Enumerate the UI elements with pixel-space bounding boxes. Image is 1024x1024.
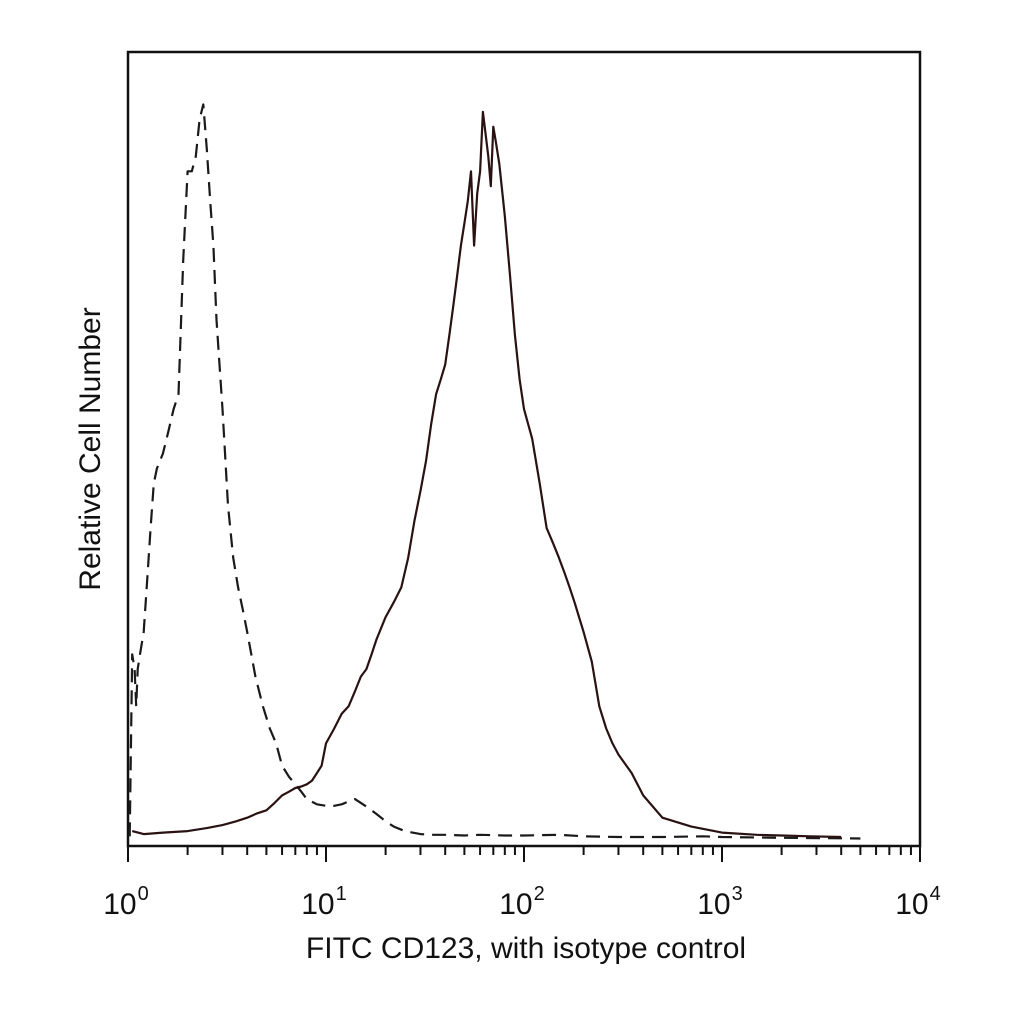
series-layer — [128, 103, 861, 840]
x-tick-label: 100 — [103, 883, 149, 921]
y-axis-label: Relative Cell Number — [74, 307, 107, 590]
x-tick-base: 10 — [895, 888, 928, 921]
x-tick-exponent: 1 — [336, 883, 347, 905]
x-tick-exponent: 3 — [732, 883, 743, 905]
x-tick-exponent: 0 — [138, 883, 149, 905]
x-tick-base: 10 — [499, 888, 532, 921]
isotype-control-histogram — [128, 103, 861, 840]
x-tick-label: 102 — [499, 883, 545, 921]
x-axis-ticks — [127, 846, 921, 862]
x-tick-base: 10 — [103, 888, 136, 921]
x-tick-label: 104 — [895, 883, 941, 921]
x-tick-label: 101 — [301, 883, 347, 921]
x-axis-tick-labels: 100 101 102 103 104 — [103, 883, 941, 921]
x-axis-label: FITC CD123, with isotype control — [306, 932, 746, 965]
x-tick-base: 10 — [301, 888, 334, 921]
x-tick-exponent: 2 — [534, 883, 545, 905]
x-tick-label: 103 — [697, 883, 743, 921]
x-tick-exponent: 4 — [930, 883, 941, 905]
x-tick-base: 10 — [697, 888, 730, 921]
cd123-histogram — [131, 110, 842, 839]
